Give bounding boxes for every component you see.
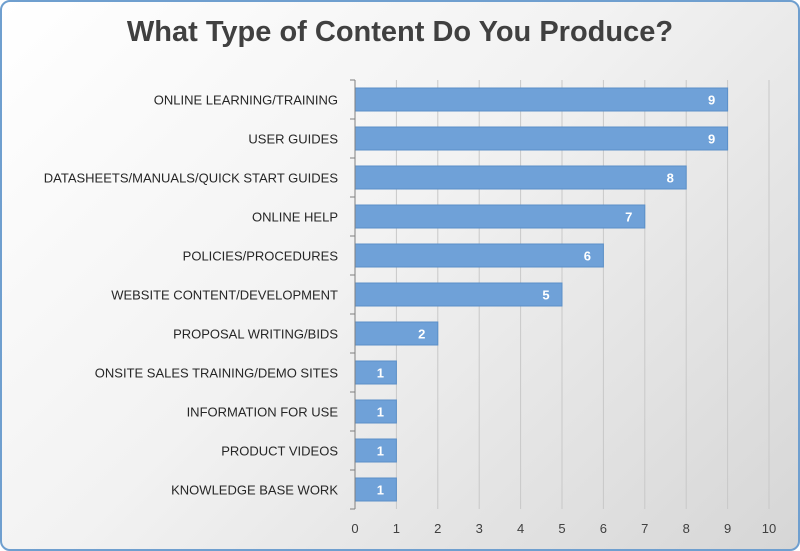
chart-title: What Type of Content Do You Produce?: [126, 16, 674, 48]
x-tick-label: 3: [476, 521, 483, 536]
data-label: 5: [542, 288, 549, 303]
data-label: 7: [625, 210, 632, 225]
category-label: KNOWLEDGE BASE WORK: [171, 483, 338, 498]
x-tick-label: 9: [724, 521, 731, 536]
data-label: 1: [377, 444, 384, 459]
category-label: ONSITE SALES TRAINING/DEMO SITES: [95, 366, 339, 381]
x-tick-label: 5: [558, 521, 565, 536]
category-label: USER GUIDES: [248, 132, 338, 147]
data-label: 1: [377, 483, 384, 498]
category-label: PROPOSAL WRITING/BIDS: [173, 327, 338, 342]
x-tick-label: 6: [600, 521, 607, 536]
x-tick-label: 10: [762, 521, 776, 536]
bar: [354, 243, 604, 268]
data-label: 8: [667, 171, 674, 186]
x-tick-label: 2: [434, 521, 441, 536]
x-tick-label: 4: [517, 521, 524, 536]
bar: [354, 126, 729, 151]
labels: 0 1 2 3 4 5 6 7 8 9 10 ONLINE LEARNING/TRAINING 9 USE…: [44, 93, 776, 537]
data-label: 9: [708, 132, 715, 147]
category-label: INFORMATION FOR USE: [187, 405, 339, 420]
category-label: ONLINE HELP: [252, 210, 338, 225]
bar: [354, 360, 397, 385]
bar: [354, 282, 563, 307]
category-label: DATASHEETS/MANUALS/QUICK START GUIDES: [44, 171, 339, 186]
bar: [354, 399, 397, 424]
data-label: 1: [377, 366, 384, 381]
data-label: 9: [708, 93, 715, 108]
category-label: ONLINE LEARNING/TRAINING: [154, 93, 338, 108]
category-label: PRODUCT VIDEOS: [221, 444, 338, 459]
axes: [350, 79, 356, 510]
bars: [354, 87, 729, 502]
x-tick-label: 0: [351, 521, 358, 536]
data-label: 1: [377, 405, 384, 420]
bar: [354, 87, 729, 112]
x-tick-label: 7: [641, 521, 648, 536]
data-label: 2: [418, 327, 425, 342]
x-tick-label: 1: [393, 521, 400, 536]
bar: [354, 165, 687, 190]
data-label: 6: [584, 249, 591, 264]
category-label: POLICIES/PROCEDURES: [183, 249, 339, 264]
bar: [354, 477, 397, 502]
category-label: WEBSITE CONTENT/DEVELOPMENT: [111, 288, 338, 303]
bar: [354, 204, 646, 229]
x-tick-label: 8: [683, 521, 690, 536]
bar: [354, 438, 397, 463]
